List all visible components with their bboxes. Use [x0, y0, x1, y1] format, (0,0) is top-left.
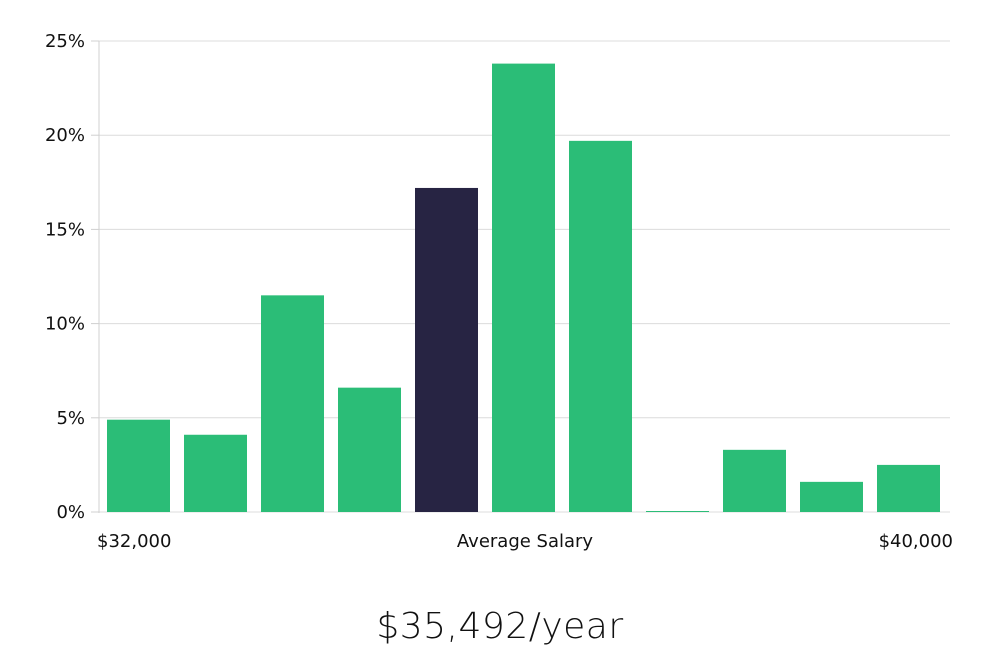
bar: [492, 63, 555, 512]
bars: [107, 63, 940, 513]
bar-highlighted: [415, 187, 478, 512]
bar: [646, 511, 709, 512]
bar: [877, 464, 940, 512]
y-axis-ticks: 0% 5% 10% 15% 20% 25%: [45, 31, 99, 523]
y-tick-label: 0%: [56, 502, 85, 523]
y-tick-label: 10%: [45, 314, 85, 335]
bar: [107, 419, 170, 512]
bar: [569, 140, 632, 513]
bar: [800, 481, 863, 512]
y-tick-label: 20%: [45, 125, 85, 146]
bar: [338, 387, 401, 512]
y-tick-label: 25%: [45, 31, 85, 52]
y-tick-label: 15%: [45, 219, 85, 240]
average-salary-value: $35,492/year: [376, 606, 624, 647]
bar: [723, 449, 786, 512]
bar: [184, 434, 247, 512]
x-max-label: $40,000: [879, 531, 953, 552]
bar: [261, 295, 324, 512]
x-axis-title: Average Salary: [457, 531, 594, 552]
x-min-label: $32,000: [97, 531, 171, 552]
salary-histogram: 0%5%10%15%20%25% $32,000 Average Salary …: [45, 31, 953, 552]
y-tick-label: 5%: [56, 408, 85, 429]
